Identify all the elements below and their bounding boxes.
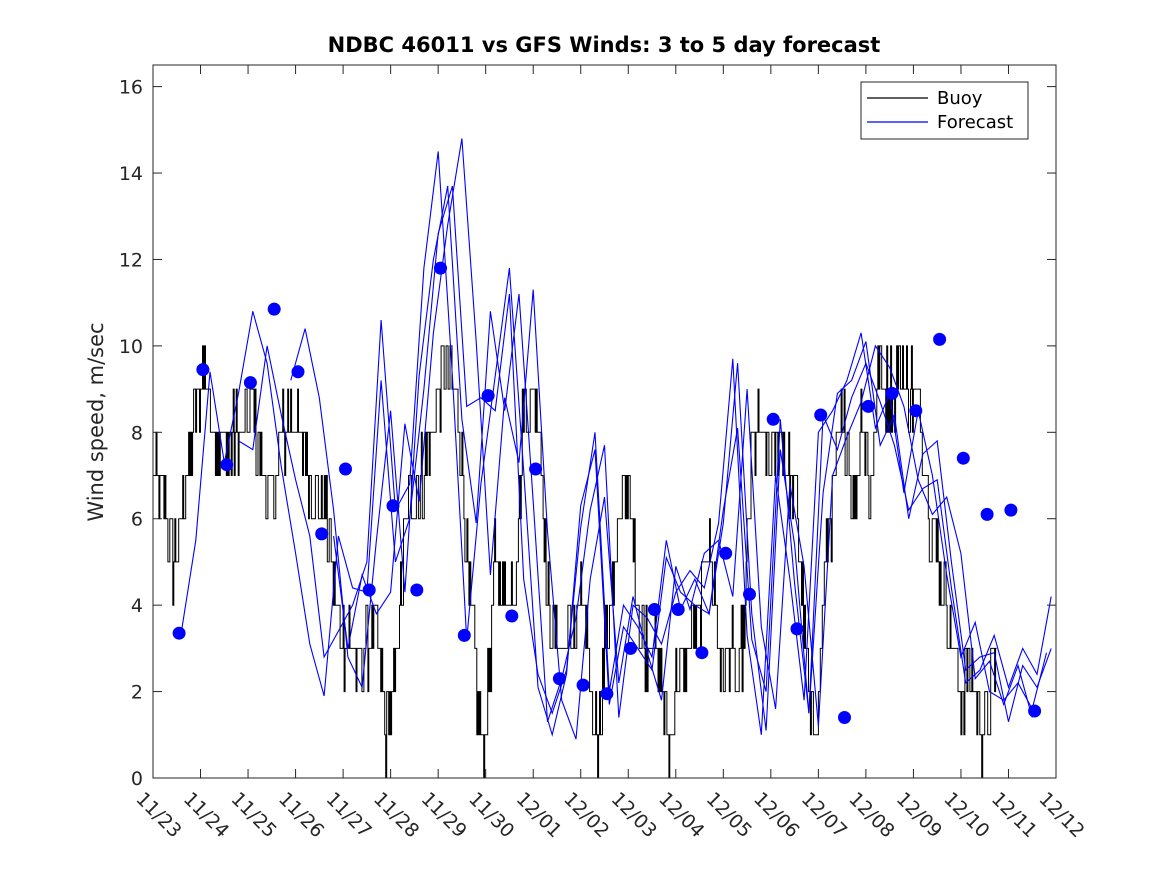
forecast-marker — [196, 363, 210, 377]
y-tick-label: 16 — [119, 77, 143, 99]
forecast-marker — [386, 499, 400, 513]
y-tick-label: 8 — [131, 422, 143, 444]
forecast-marker — [695, 646, 709, 660]
legend-buoy-label: Buoy — [937, 88, 983, 109]
forecast-marker — [457, 628, 471, 642]
forecast-marker — [719, 546, 733, 560]
y-tick-label: 0 — [131, 768, 143, 790]
y-tick-label: 14 — [119, 163, 143, 185]
y-tick-label: 10 — [119, 336, 143, 358]
forecast-marker — [339, 462, 352, 476]
forecast-marker — [790, 622, 804, 636]
chart-title: NDBC 46011 vs GFS Winds: 3 to 5 day fore… — [328, 33, 881, 57]
forecast-marker — [647, 603, 661, 616]
forecast-marker — [1028, 704, 1042, 718]
forecast-marker — [1004, 503, 1018, 517]
forecast-series-line-3 — [290, 185, 1048, 735]
axes-frame — [152, 64, 1057, 779]
forecast-marker — [671, 603, 685, 616]
forecast-marker — [861, 399, 875, 413]
y-axis-label: Wind speed, m/sec — [84, 322, 108, 521]
forecast-marker — [434, 261, 447, 275]
forecast-marker — [529, 462, 543, 476]
forecast-series-line-4 — [333, 138, 1033, 740]
y-tick-label: 2 — [131, 682, 143, 704]
forecast-marker — [814, 408, 828, 422]
forecast-marker — [766, 412, 780, 426]
forecast-marker — [267, 302, 281, 316]
forecast-marker — [362, 583, 376, 597]
y-tick-label: 4 — [131, 595, 143, 617]
forecast-marker — [600, 687, 614, 701]
forecast-marker — [743, 587, 756, 601]
forecast-marker — [243, 376, 257, 390]
forecast-marker — [909, 404, 923, 418]
legend: Buoy Forecast — [860, 81, 1029, 140]
forecast-marker — [315, 527, 329, 541]
forecast-marker — [624, 641, 638, 655]
forecast-marker — [481, 389, 495, 403]
forecast-marker — [838, 711, 851, 724]
forecast-marker — [956, 451, 970, 465]
y-tick-label: 12 — [119, 249, 143, 271]
forecast-marker — [172, 626, 186, 640]
forecast-marker — [410, 583, 424, 597]
forecast-series-line-2 — [238, 151, 1052, 737]
forecast-marker — [885, 386, 899, 400]
y-tick-label: 6 — [131, 509, 143, 531]
forecast-marker — [220, 458, 234, 472]
forecast-marker — [505, 609, 519, 623]
forecast-marker — [980, 507, 994, 521]
legend-forecast-label: Forecast — [937, 112, 1013, 133]
forecast-marker — [933, 332, 947, 346]
forecast-marker — [291, 365, 305, 379]
forecast-marker — [576, 678, 590, 692]
buoy-series-line — [153, 345, 997, 779]
forecast-marker — [552, 672, 566, 686]
series-layer — [153, 138, 1052, 779]
legend-box — [860, 81, 1029, 140]
